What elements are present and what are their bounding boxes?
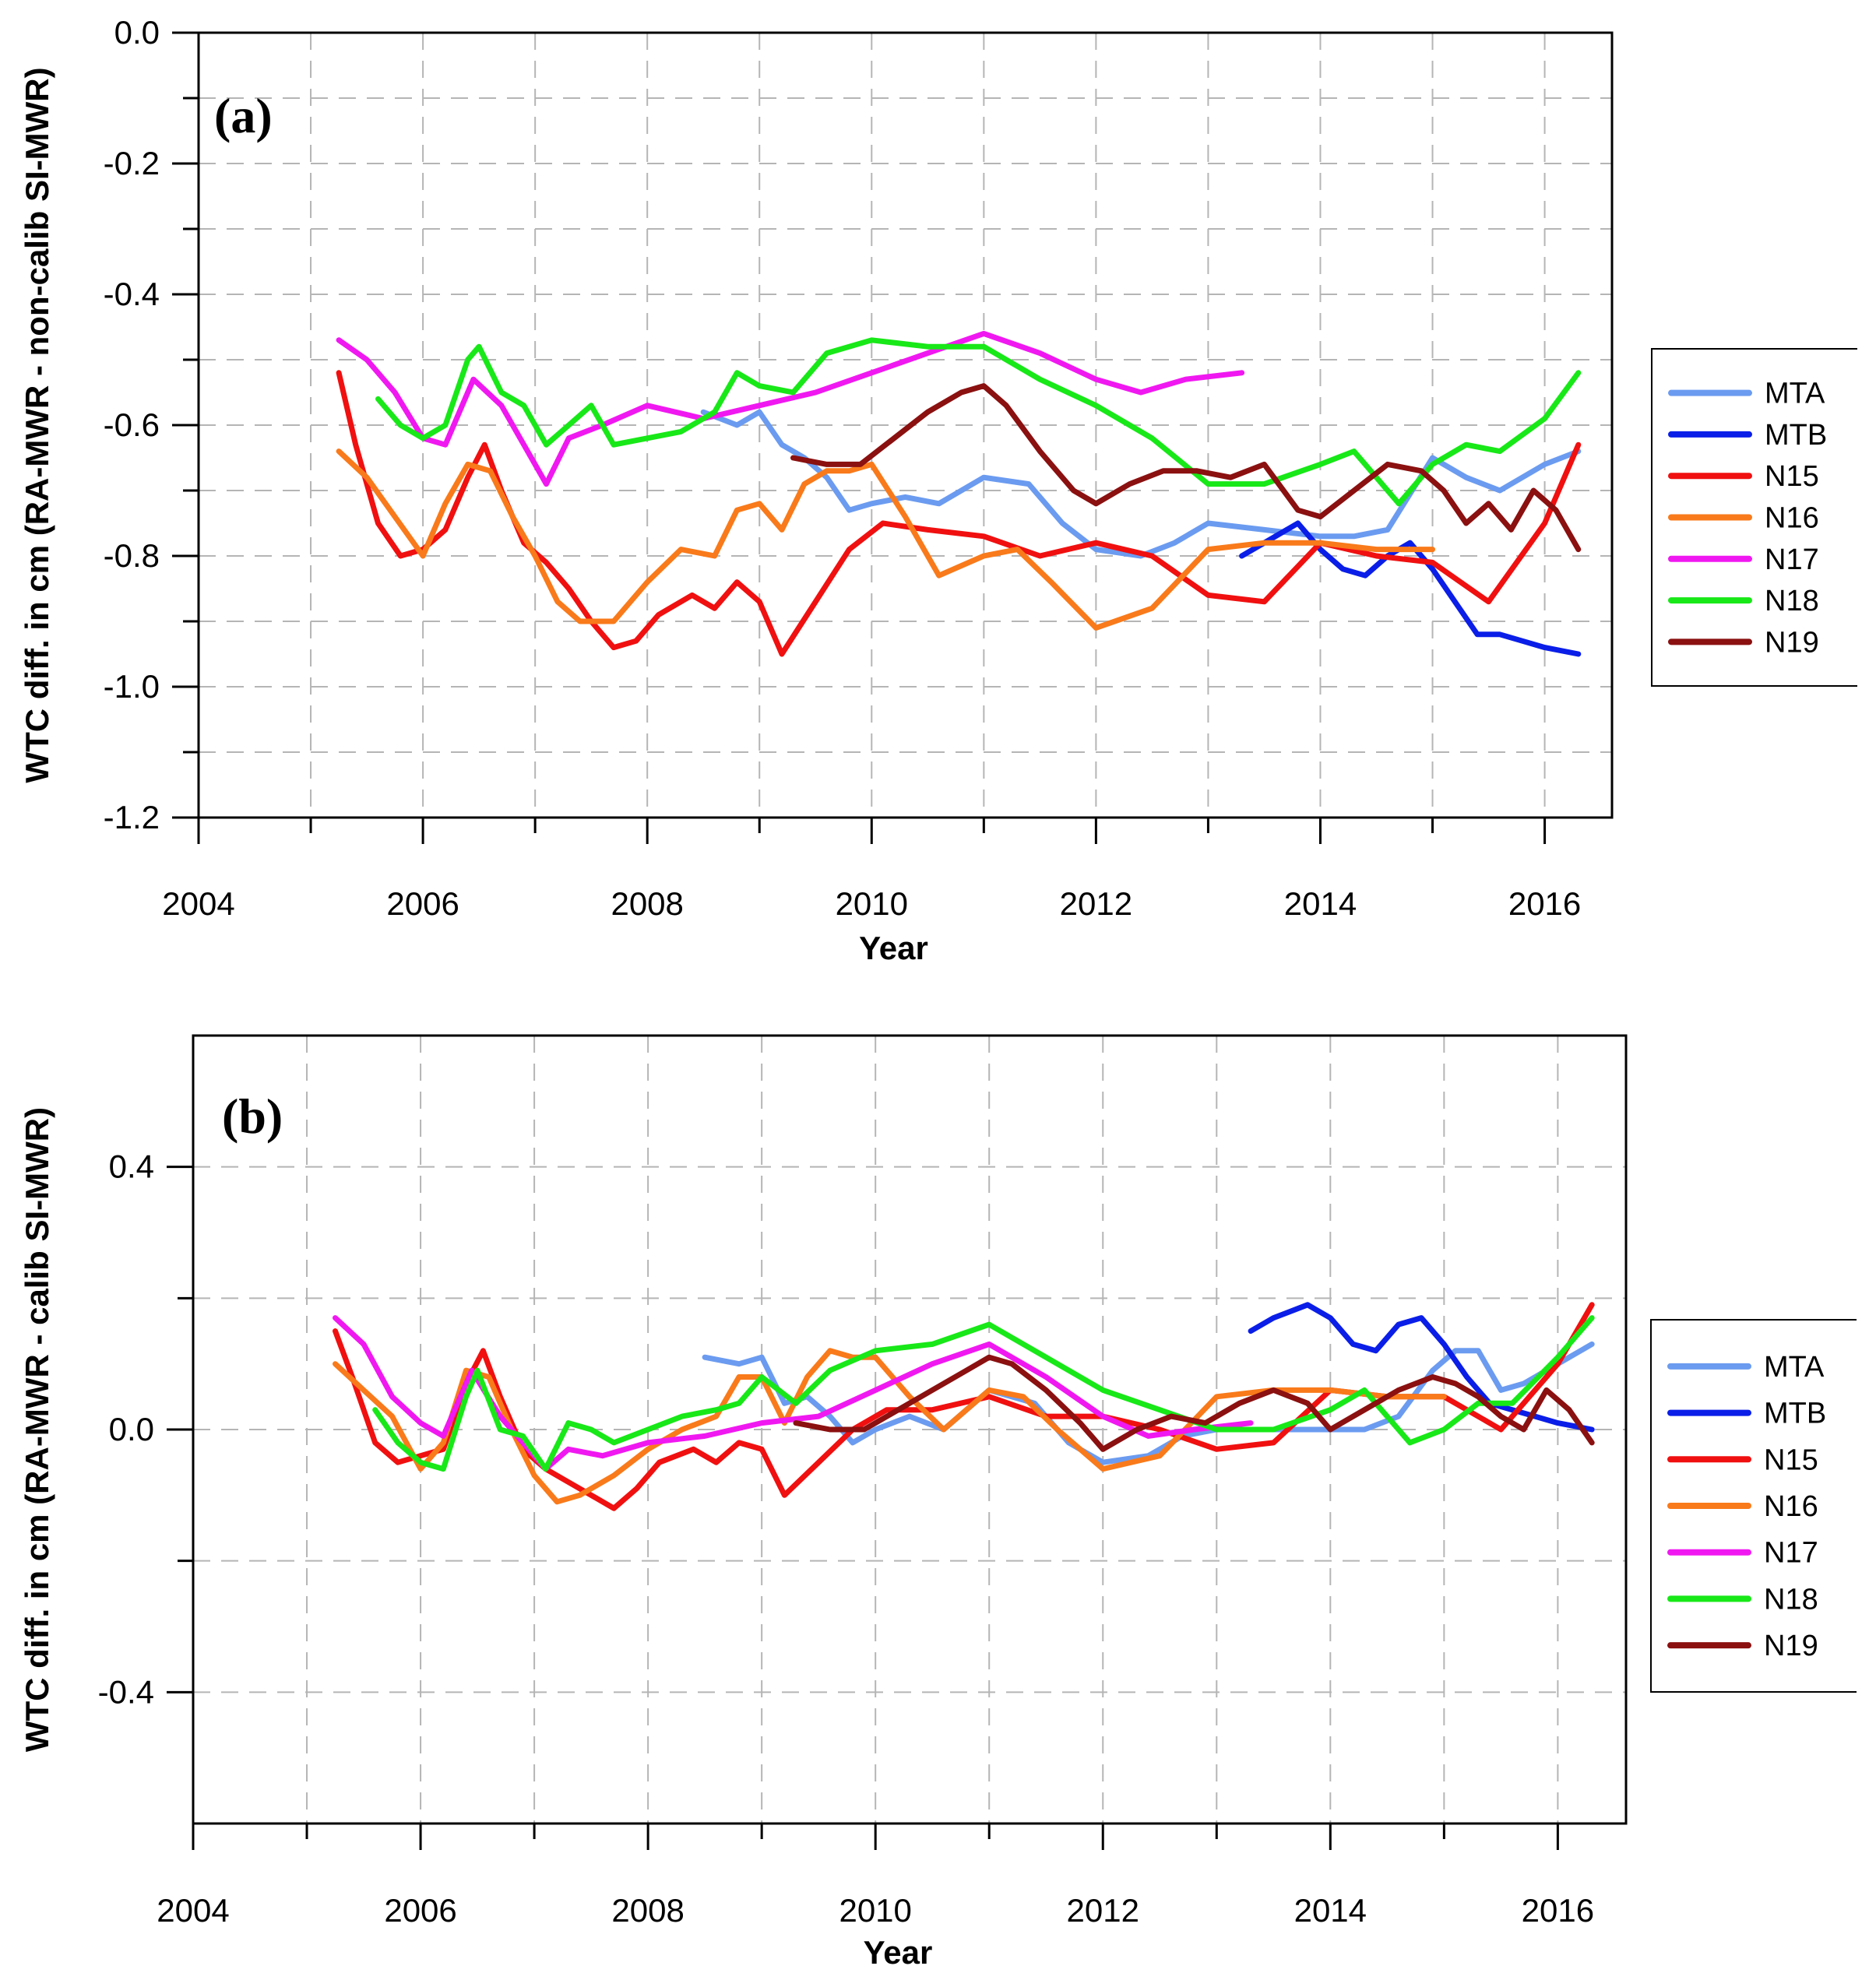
y-axis-title: WTC diff. in cm (RA-MWR - non-calib SI-M… [19, 67, 55, 783]
panel-label: (a) [214, 88, 273, 143]
x-tick-label: 2010 [836, 885, 908, 922]
legend-label: N17 [1765, 543, 1819, 576]
x-tick-label: 2008 [611, 885, 683, 922]
x-tick-label: 2008 [611, 1892, 684, 1929]
y-tick-label: 0.4 [109, 1148, 154, 1185]
series-line-n15 [336, 370, 1582, 657]
series-line-n17 [336, 330, 1245, 487]
legend: MTA MTB N15 N16 N17 N18 N19 [1651, 348, 1857, 687]
legend-label: MTB [1765, 419, 1827, 452]
legend-frame [1651, 348, 1857, 687]
y-tick-label: 0.0 [109, 1411, 154, 1447]
panel-label: (b) [222, 1088, 283, 1144]
legend-label: N18 [1765, 585, 1819, 617]
y-tick-label: -1.0 [104, 668, 160, 705]
y-axis-title: WTC diff. in cm (RA-MWR - calib SI-MWR) [19, 1107, 55, 1752]
series-line-mtb [1248, 1302, 1595, 1433]
panel-b: 2004 2006 2008 2010 2012 2014 2016 0.4 0.0 -0.4 Ye… [19, 1034, 1857, 1971]
x-tick-label: 2006 [386, 885, 459, 922]
x-tick-label: 2016 [1508, 885, 1581, 922]
legend-label: N19 [1765, 626, 1819, 659]
y-tick-label: -0.2 [104, 145, 160, 181]
series-line-mta [702, 1341, 1595, 1465]
series-line-n19 [793, 1354, 1595, 1452]
y-tick-label: -0.6 [104, 406, 160, 443]
panel-a: 2004 2006 2008 2010 2012 2014 2016 0.0 -0.2 -0.4 -… [19, 14, 1857, 966]
y-tick-label: -0.8 [104, 537, 160, 574]
x-tick-label: 2014 [1284, 885, 1357, 922]
y-tick-label: -1.2 [104, 799, 160, 835]
x-tick-label: 2016 [1522, 1892, 1594, 1929]
series-line-n18 [372, 1315, 1595, 1472]
series-line-n17 [333, 1315, 1254, 1472]
x-tick-label: 2004 [157, 1892, 229, 1929]
legend: MTA MTB N15 N16 N17 N18 N19 [1650, 1319, 1857, 1693]
legend-label: MTA [1765, 378, 1825, 410]
legend-label: N15 [1764, 1444, 1818, 1476]
x-tick-label: 2006 [384, 1892, 456, 1929]
legend-frame [1650, 1319, 1857, 1693]
y-tick-label: -0.4 [98, 1673, 154, 1710]
series-line-n19 [790, 383, 1582, 553]
legend-label: N16 [1764, 1490, 1818, 1523]
x-tick-label: 2014 [1294, 1892, 1367, 1929]
x-tick-label: 2012 [1067, 1892, 1139, 1929]
series-line-mtb [1239, 520, 1582, 657]
legend-label: N19 [1764, 1630, 1818, 1662]
x-tick-label: 2010 [839, 1892, 911, 1929]
y-tick-label: -0.4 [104, 276, 160, 312]
x-tick-label: 2004 [162, 885, 234, 922]
x-tick-label: 2012 [1060, 885, 1132, 922]
legend-label: N15 [1765, 460, 1819, 493]
x-axis-title: Year [864, 1934, 933, 1971]
legend-label: N16 [1765, 502, 1819, 535]
legend-label: MTA [1764, 1351, 1825, 1384]
x-axis-title: Year [859, 930, 928, 966]
y-tick-label: 0.0 [114, 14, 160, 51]
series-line-n18 [375, 337, 1582, 507]
legend-label: N17 [1764, 1537, 1818, 1570]
legend-label: MTB [1764, 1398, 1826, 1430]
series-line-n16 [336, 448, 1435, 631]
legend-label: N18 [1764, 1583, 1818, 1616]
